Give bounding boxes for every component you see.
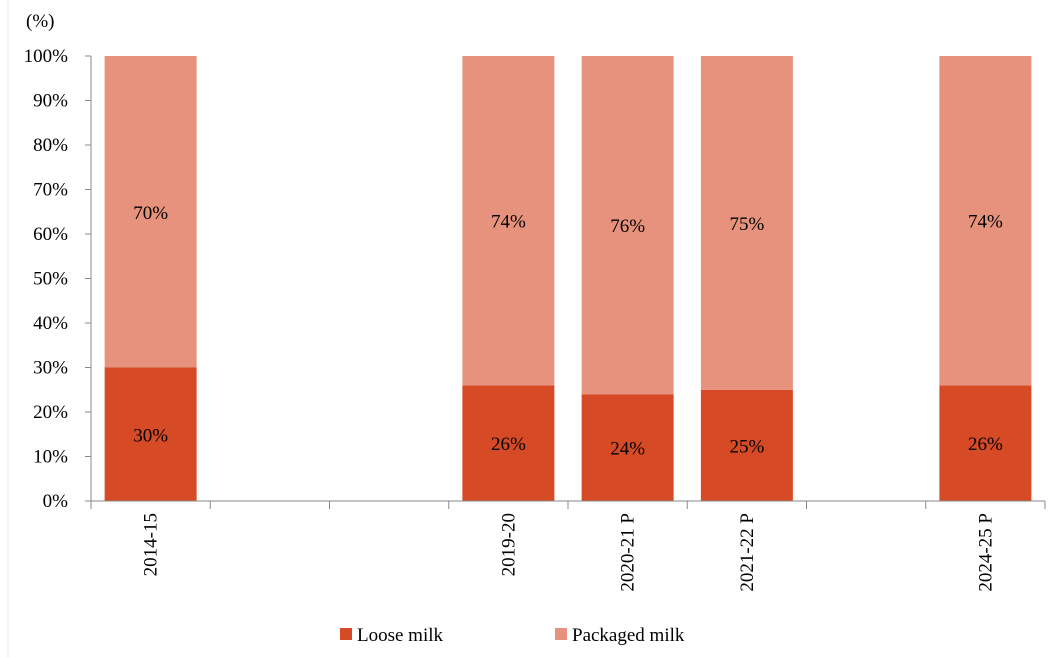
bar-segment-loose-milk-2019-20 [462, 385, 555, 501]
data-label: 70% [133, 203, 168, 224]
y-tick-label: 80% [33, 135, 68, 156]
data-labels-group: 30% 70% 26% 74% 24% 76% 25% 75% 26% 74% [133, 203, 1003, 460]
y-tick-label: 40% [33, 313, 68, 334]
legend-label-loose-milk: Loose milk [357, 625, 444, 646]
data-label: 76% [610, 216, 645, 237]
y-tick-label: 100% [24, 46, 69, 67]
data-label: 74% [968, 212, 1003, 233]
y-tick-label: 60% [33, 224, 68, 245]
bar-segment-loose-milk-2024-25-p [939, 385, 1032, 501]
x-tick-label: 2014-15 [141, 513, 162, 576]
data-label: 75% [729, 214, 764, 235]
x-tick-label: 2024-25 P [975, 513, 996, 592]
data-label: 26% [491, 434, 526, 455]
y-tick-label: 10% [33, 447, 68, 468]
legend-swatch-loose-milk [340, 628, 352, 640]
data-label: 25% [729, 436, 764, 457]
y-unit-label: (%) [26, 11, 54, 32]
x-axis: 2014-15 2019-20 2020-21 P 2021-22 P 2024-25 … [90, 500, 1046, 592]
bars-group [104, 56, 1032, 501]
data-label: 24% [610, 439, 645, 460]
legend-label-packaged-milk: Packaged milk [572, 625, 685, 646]
bar-segment-packaged-milk-2021-22-p [700, 56, 793, 390]
bar-segment-packaged-milk-2014-15 [104, 56, 197, 368]
x-tick-label: 2020-21 P [618, 513, 639, 592]
bar-segment-loose-milk-2020-21-p [581, 394, 674, 501]
data-label: 26% [968, 434, 1003, 455]
data-label: 74% [491, 212, 526, 233]
legend: Loose milk Packaged milk [340, 625, 685, 646]
legend-swatch-packaged-milk [555, 628, 567, 640]
y-tick-label: 0% [43, 491, 69, 512]
x-tick-label: 2021-22 P [737, 513, 758, 592]
bar-segment-loose-milk-2021-22-p [700, 389, 793, 501]
y-tick-label: 20% [33, 402, 68, 423]
y-tick-label: 50% [33, 269, 68, 290]
y-tick-label: 70% [33, 180, 68, 201]
data-label: 30% [133, 425, 168, 446]
bar-segment-loose-milk-2014-15 [104, 367, 197, 501]
y-axis: 0% 10% 20% 30% 40% 50% 60% 70% 80% 90% 100% [24, 46, 92, 512]
bar-segment-packaged-milk-2020-21-p [581, 56, 674, 395]
bar-segment-packaged-milk-2024-25-p [939, 56, 1032, 386]
y-tick-label: 30% [33, 358, 68, 379]
y-tick-label: 90% [33, 91, 68, 112]
x-tick-label: 2019-20 [498, 513, 519, 576]
bar-segment-packaged-milk-2019-20 [462, 56, 555, 386]
